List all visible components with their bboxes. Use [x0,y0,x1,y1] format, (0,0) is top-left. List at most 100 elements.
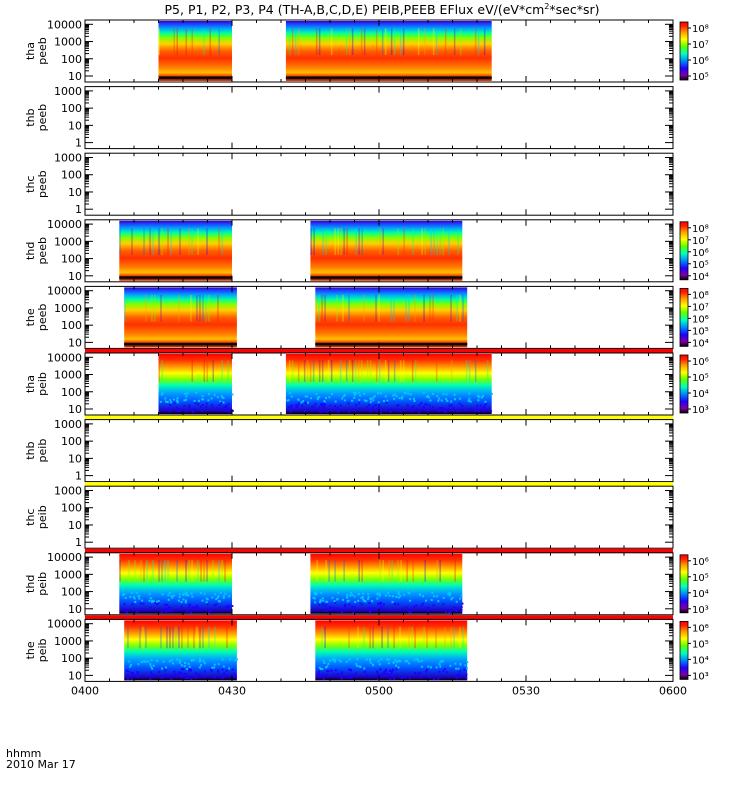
noise-speck [217,595,220,598]
noise-speck [186,668,189,671]
noise-speck [178,659,181,662]
noise-speck [182,592,185,595]
figure-title: P5, P1, P2, P3, P4 (TH-A,B,C,D,E) PEIB,P… [165,2,600,17]
spectrogram-stripe [203,360,205,382]
spectrogram-stripe [178,626,180,649]
noise-speck [437,410,440,413]
noise-speck [377,602,380,605]
spectrogram-block [119,220,232,281]
noise-speck [395,595,398,598]
spectrogram-stripe [324,294,326,322]
noise-speck [380,658,383,661]
noise-speck [392,661,395,664]
noise-speck [378,674,381,677]
noise-speck [411,410,414,413]
noise-speck [369,658,372,661]
noise-speck [408,677,411,680]
spectrogram-stripe [203,560,205,582]
noise-speck [369,410,372,413]
y-axis-label: tha peeb [24,37,49,65]
spectrogram-stripe [393,294,395,322]
spectrogram-stripe [202,294,204,322]
noise-speck [217,670,220,673]
noise-speck [453,608,456,611]
noise-speck [301,400,304,403]
panel-frame [84,86,674,150]
noise-speck [165,608,168,611]
noise-speck [176,409,179,412]
noise-speck [168,608,171,611]
noise-speck [420,659,423,662]
noise-speck [379,392,382,395]
noise-speck [470,407,473,410]
spectrogram-stripe [324,626,326,649]
noise-speck [349,594,352,597]
noise-speck [363,667,366,670]
colorbar-tick-label: 10⁸ [692,224,709,235]
spectrogram-stripe [197,228,199,255]
noise-speck [140,661,143,664]
noise-speck [178,410,181,413]
noise-speck [341,672,344,675]
y-tick-label: 100 [61,386,82,399]
noise-speck [312,405,315,408]
noise-speck [469,400,472,403]
spectrogram-stripe [297,28,300,56]
noise-speck [456,409,459,412]
noise-speck [450,404,453,407]
noise-speck [201,404,204,407]
spectrogram-stripe [429,294,431,322]
noise-speck [409,393,412,396]
noise-speck [320,675,323,678]
noise-speck [218,408,221,411]
spectrogram-stripe [369,626,371,649]
noise-speck [150,658,153,661]
noise-speck [480,404,483,407]
noise-speck [296,403,299,406]
noise-speck [428,404,431,407]
noise-speck [385,668,388,671]
noise-speck [426,610,429,613]
noise-speck [353,393,356,396]
noise-speck [336,406,339,409]
noise-speck [176,407,179,410]
noise-speck [216,396,219,399]
spectrogram-stripe [291,360,294,382]
noise-speck [339,404,342,407]
noise-speck [187,662,190,665]
noise-speck [381,672,384,675]
noise-speck [430,666,433,669]
noise-speck [443,668,446,671]
noise-speck [169,404,172,407]
noise-speck [314,601,317,604]
noise-speck [420,604,423,607]
noise-speck [369,659,372,662]
spectrogram-stripe [161,228,163,255]
noise-speck [128,660,131,663]
noise-speck [365,399,368,402]
spectrogram-stripe [426,626,428,649]
noise-speck [445,398,448,401]
instrument-label: peib [36,372,49,396]
noise-speck [425,599,428,602]
noise-speck [389,674,392,677]
spectrogram-stripe [387,360,390,382]
y-tick-label: 100 [61,53,82,66]
noise-speck [407,591,410,594]
colorbar-scale [679,554,689,614]
spectrogram-stripe [191,560,193,582]
noise-speck [130,677,133,680]
y-tick-label: 10000 [47,218,82,231]
noise-speck [152,600,155,603]
noise-speck [234,675,237,678]
noise-speck [401,395,404,398]
noise-speck [441,406,444,409]
noise-speck [205,402,208,405]
panel-frame [84,152,674,216]
noise-speck [390,408,393,411]
noise-speck [365,674,368,677]
spectrogram-stripe [444,28,447,56]
y-tick-label: 10 [68,603,82,616]
noise-speck [215,598,218,601]
